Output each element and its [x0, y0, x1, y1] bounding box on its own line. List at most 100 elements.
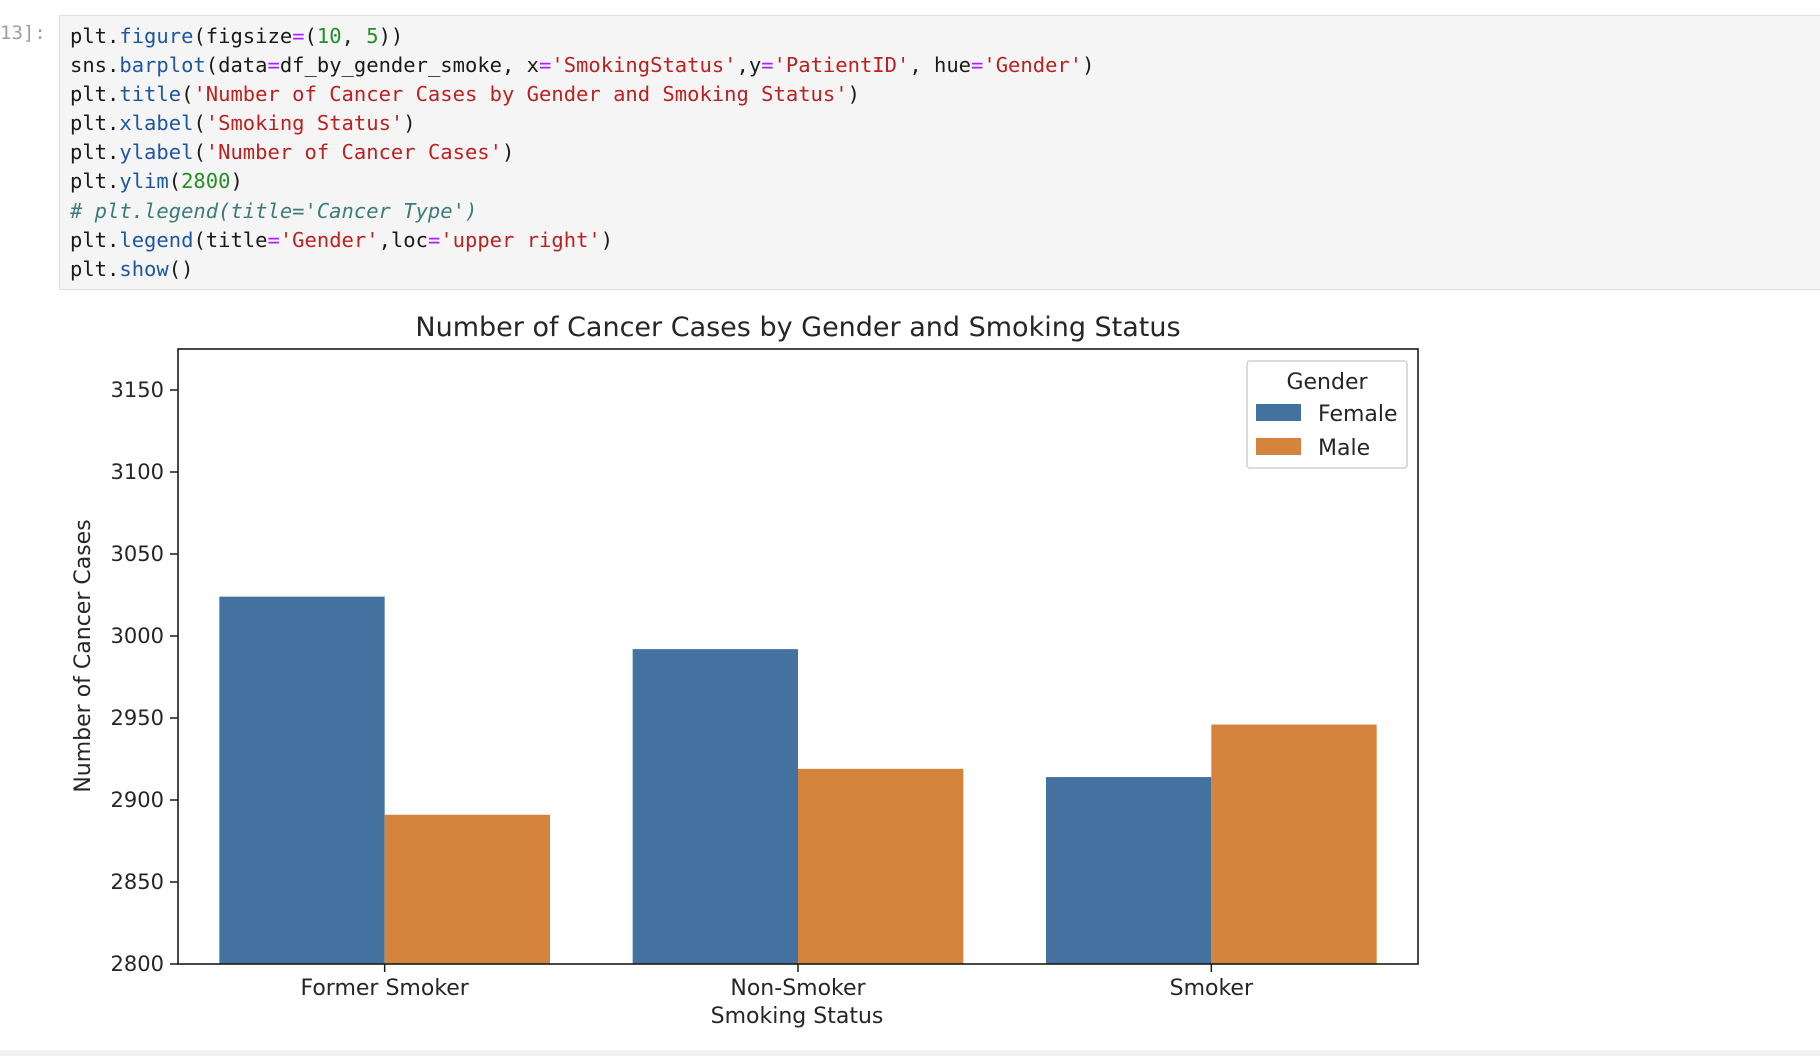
code-token: plt.	[70, 256, 120, 281]
bar-female-2	[1046, 777, 1212, 964]
code-token: ,loc	[378, 227, 428, 252]
code-token: 'PatientID'	[773, 53, 910, 78]
code-token: plt.	[70, 169, 120, 194]
code-token: 'Number of Cancer Cases by Gender and Sm…	[193, 82, 848, 107]
code-token: figure	[119, 24, 194, 48]
x-tick-label: Non-Smoker	[730, 976, 866, 1001]
code-token: plt.	[70, 111, 120, 136]
code-token: =	[267, 53, 280, 78]
code-token: )	[403, 111, 416, 136]
bar-male-1	[798, 768, 964, 964]
code-token: ()	[168, 256, 194, 281]
code-line: plt.title('Number of Cancer Cases by Gen…	[70, 82, 860, 106]
code-token: )	[502, 140, 515, 165]
code-token: ylabel	[119, 140, 194, 165]
y-tick-label: 3150	[111, 378, 164, 402]
code-token: =	[427, 227, 441, 252]
code-token: (	[181, 82, 194, 107]
code-token: barplot	[119, 53, 206, 78]
notebook-bottom-bar	[0, 1050, 1820, 1056]
legend-label-female: Female	[1318, 402, 1398, 427]
legend-title: Gender	[1286, 370, 1368, 395]
code-token: ylim	[119, 169, 169, 194]
code-token: # plt.legend(title='Cancer Type')	[70, 198, 478, 223]
code-cell[interactable]: plt.figure(figsize=(10, 5)) sns.barplot(…	[59, 15, 1820, 290]
y-tick-label: 2900	[111, 788, 164, 812]
code-token: =	[292, 24, 305, 48]
bar-male-0	[384, 814, 550, 964]
legend-swatch-female	[1256, 404, 1301, 421]
y-tick-label: 2850	[111, 870, 164, 894]
code-token: plt.	[70, 24, 120, 48]
code-token: (title	[193, 227, 268, 252]
plot-frame	[177, 348, 1419, 965]
code-token: sns.	[70, 53, 120, 78]
code-line: plt.xlabel('Smoking Status')	[70, 111, 416, 135]
y-tick-label: 3000	[111, 624, 164, 648]
code-token: legend	[119, 227, 194, 252]
y-tick-label: 3050	[111, 542, 164, 566]
code-line: plt.show()	[70, 257, 193, 281]
code-token: 'Gender'	[983, 53, 1083, 78]
code-token: 2800	[181, 169, 231, 194]
code-token: plt.	[70, 140, 120, 165]
code-token: 'Gender'	[279, 227, 379, 252]
legend-swatch-male	[1256, 438, 1301, 455]
code-token: ,	[341, 24, 367, 48]
code-token: plt.	[70, 227, 120, 252]
code-line: plt.figure(figsize=(10, 5))	[70, 24, 403, 48]
code-token: show	[119, 256, 169, 281]
code-token: )	[230, 169, 243, 194]
code-token: (	[168, 169, 182, 194]
code-token: =	[761, 53, 774, 78]
legend: Gender Female Male	[1246, 360, 1408, 469]
code-line: # plt.legend(title='Cancer Type')	[70, 199, 477, 223]
code-line: sns.barplot(data=df_by_gender_smoke, x='…	[70, 53, 1094, 77]
code-token: xlabel	[119, 111, 194, 136]
x-tick-label: Smoker	[1170, 976, 1254, 1001]
code-token: plt.	[70, 82, 120, 107]
code-token: (data	[205, 53, 268, 78]
cell-output: Number of Cancer Cases by Gender and Smo…	[59, 300, 1499, 1044]
x-axis-label: Smoking Status	[711, 1004, 884, 1029]
code-token: =	[971, 53, 984, 78]
code-token: 5	[366, 24, 379, 48]
code-token: 'SmokingStatus'	[551, 53, 737, 78]
legend-label-male: Male	[1318, 436, 1370, 461]
code-token: (	[193, 140, 206, 165]
bar-chart: Number of Cancer Cases by Gender and Smo…	[59, 300, 1499, 1040]
code-editor[interactable]: plt.figure(figsize=(10, 5)) sns.barplot(…	[70, 22, 1094, 284]
bar-male-2	[1211, 724, 1377, 964]
x-axis: Former Smoker Non-Smoker Smoker	[300, 964, 1254, 1001]
code-token: (figsize	[193, 24, 293, 48]
code-token: (	[193, 111, 206, 136]
bars-group	[219, 596, 1377, 964]
y-axis: 2800 2850 2900 2950 3000 3050 3100 3150	[111, 378, 178, 976]
code-token: 'upper right'	[440, 227, 601, 252]
y-tick-label: 2950	[111, 706, 164, 730]
code-token: 'Number of Cancer Cases'	[205, 140, 502, 165]
code-token: 10	[316, 24, 342, 48]
code-token: =	[267, 227, 280, 252]
code-line: plt.legend(title='Gender',loc='upper rig…	[70, 228, 613, 252]
code-line: plt.ylim(2800)	[70, 169, 243, 193]
code-token: (	[304, 24, 317, 48]
code-token: ,y	[736, 53, 762, 78]
code-token: title	[119, 82, 182, 107]
code-line: plt.ylabel('Number of Cancer Cases')	[70, 140, 514, 164]
code-token: )	[1082, 53, 1095, 78]
cell-prompt: 13]:	[0, 22, 46, 44]
y-tick-label: 2800	[111, 952, 164, 976]
y-tick-label: 3100	[111, 460, 164, 484]
code-token: )	[600, 227, 614, 252]
x-tick-label: Former Smoker	[300, 976, 469, 1001]
code-token: =	[539, 53, 552, 78]
code-token: df_by_gender_smoke, x	[279, 53, 540, 78]
code-token: )	[847, 82, 860, 107]
code-token: ))	[378, 24, 404, 48]
bar-female-0	[219, 596, 385, 964]
chart-title: Number of Cancer Cases by Gender and Smo…	[415, 312, 1180, 343]
y-axis-label: Number of Cancer Cases	[71, 519, 96, 792]
bar-female-1	[632, 649, 798, 964]
code-token: , hue	[909, 53, 972, 78]
